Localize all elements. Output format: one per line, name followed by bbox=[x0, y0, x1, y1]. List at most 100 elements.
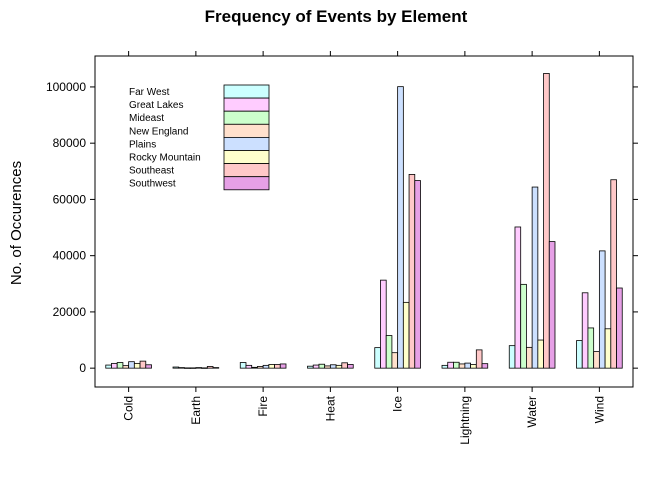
bar-lightning-great-lakes bbox=[447, 361, 454, 369]
bar-ice-plains bbox=[397, 86, 404, 369]
x-tick-label-cold: Cold bbox=[122, 396, 136, 421]
axes-layer: 0 20000 40000 60000 80000 100000 Cold Earth Fire… bbox=[46, 51, 638, 445]
x-tick-label-earth: Earth bbox=[189, 396, 203, 425]
bar-ice-new-england bbox=[391, 352, 399, 369]
bar-wind-plains bbox=[598, 250, 606, 369]
bar-fire-plains bbox=[262, 364, 270, 369]
y-tick-label: 60000 bbox=[53, 192, 87, 206]
x-tick-label-heat: Heat bbox=[323, 395, 337, 421]
y-tick-label: 40000 bbox=[53, 249, 87, 263]
y-tick-label: 0 bbox=[79, 361, 86, 375]
bar-ice-southwest bbox=[414, 180, 421, 369]
bar-water-southeast bbox=[543, 73, 550, 369]
x-tick-label-fire: Fire bbox=[256, 396, 270, 417]
bar-ice-mideast bbox=[385, 335, 393, 369]
bar-earth-great-lakes bbox=[178, 367, 185, 369]
bar-ice-southeast bbox=[408, 173, 416, 369]
bar-ice-great-lakes bbox=[380, 279, 387, 369]
legend-swatch-southeast bbox=[223, 163, 270, 178]
bar-cold-great-lakes bbox=[111, 362, 118, 369]
legend-label-new-england: New England bbox=[129, 126, 188, 137]
bar-fire-southwest bbox=[279, 363, 287, 369]
legend-swatch-new-england bbox=[223, 123, 270, 138]
bar-earth-southwest bbox=[212, 367, 220, 369]
bar-cold-plains bbox=[128, 361, 135, 369]
legend-label-far-west: Far West bbox=[129, 87, 170, 98]
bar-cold-new-england bbox=[122, 365, 130, 369]
legend-label-great-lakes: Great Lakes bbox=[129, 100, 183, 111]
bar-heat-new-england bbox=[324, 365, 331, 369]
legend-swatch-mideast bbox=[223, 110, 270, 125]
bar-earth-southeast bbox=[206, 366, 214, 369]
legend-swatch-plains bbox=[223, 136, 270, 151]
bar-earth-rocky-mountain bbox=[201, 367, 208, 369]
bars-layer bbox=[105, 73, 623, 369]
bar-cold-rocky-mountain bbox=[133, 362, 141, 369]
x-tick-label-wind: Wind bbox=[592, 396, 606, 423]
bar-water-far-west bbox=[508, 345, 516, 369]
bar-lightning-far-west bbox=[441, 364, 449, 369]
bar-heat-mideast bbox=[318, 363, 326, 369]
bar-cold-southwest bbox=[145, 364, 152, 369]
bar-wind-new-england bbox=[593, 351, 600, 369]
x-tick-label-lightning: Lightning bbox=[458, 396, 472, 445]
bar-water-great-lakes bbox=[514, 226, 522, 369]
bar-cold-southeast bbox=[139, 360, 147, 369]
legend: Far West Great Lakes Mideast New England Pla… bbox=[129, 84, 270, 191]
bar-earth-plains bbox=[195, 367, 203, 369]
y-tick-label: 80000 bbox=[53, 136, 87, 150]
bar-earth-new-england bbox=[189, 367, 197, 369]
x-tick-label-water: Water bbox=[525, 396, 539, 428]
bar-fire-rocky-mountain bbox=[268, 364, 275, 369]
legend-swatch-far-west bbox=[223, 84, 270, 99]
bar-heat-southwest bbox=[347, 364, 354, 369]
bar-lightning-new-england bbox=[458, 363, 466, 369]
legend-swatch-southwest bbox=[223, 176, 270, 191]
bar-fire-far-west bbox=[239, 362, 247, 369]
bar-wind-great-lakes bbox=[581, 292, 589, 369]
bar-water-southwest bbox=[548, 241, 556, 369]
legend-label-southeast: Southeast bbox=[129, 166, 174, 177]
bar-heat-great-lakes bbox=[312, 364, 320, 369]
bar-lightning-rocky-mountain bbox=[470, 364, 477, 369]
x-tick-label-ice: Ice bbox=[391, 396, 405, 412]
legend-swatch-rocky-mountain bbox=[223, 150, 270, 165]
bar-lightning-mideast bbox=[453, 361, 460, 369]
bar-water-rocky-mountain bbox=[537, 339, 544, 369]
bar-heat-southeast bbox=[341, 362, 348, 369]
bar-fire-mideast bbox=[251, 366, 258, 369]
bar-wind-southeast bbox=[610, 179, 617, 369]
legend-swatch-great-lakes bbox=[223, 97, 270, 112]
bar-fire-southeast bbox=[274, 364, 281, 369]
bar-lightning-southeast bbox=[475, 349, 483, 369]
bar-cold-far-west bbox=[105, 364, 112, 369]
bar-water-mideast bbox=[520, 283, 527, 369]
y-axis-label: No. of Occurences bbox=[8, 161, 25, 285]
bar-wind-mideast bbox=[587, 327, 595, 369]
bar-ice-rocky-mountain bbox=[402, 301, 410, 369]
bar-wind-rocky-mountain bbox=[604, 328, 612, 369]
y-tick-label: 100000 bbox=[46, 80, 86, 94]
legend-label-southwest: Southwest bbox=[129, 179, 176, 190]
y-tick-label: 20000 bbox=[53, 305, 87, 319]
bar-wind-southwest bbox=[616, 287, 623, 369]
plot-frame bbox=[94, 55, 634, 388]
bar-heat-plains bbox=[329, 364, 337, 369]
bar-lightning-southwest bbox=[481, 363, 489, 369]
bar-ice-far-west bbox=[374, 347, 381, 369]
chart-title: Frequency of Events by Element bbox=[205, 7, 468, 26]
legend-label-mideast: Mideast bbox=[129, 113, 164, 124]
bar-cold-mideast bbox=[116, 362, 124, 369]
bar-earth-mideast bbox=[184, 367, 191, 369]
bar-earth-far-west bbox=[172, 366, 180, 369]
legend-label-rocky-mountain: Rocky Mountain bbox=[129, 153, 201, 164]
legend-label-plains: Plains bbox=[129, 139, 156, 150]
bar-wind-far-west bbox=[576, 340, 583, 369]
bar-lightning-plains bbox=[464, 362, 472, 369]
bar-fire-new-england bbox=[257, 366, 264, 369]
bar-water-new-england bbox=[526, 346, 533, 369]
bar-water-plains bbox=[531, 186, 539, 369]
bar-heat-rocky-mountain bbox=[335, 364, 343, 369]
bar-heat-far-west bbox=[307, 365, 314, 369]
